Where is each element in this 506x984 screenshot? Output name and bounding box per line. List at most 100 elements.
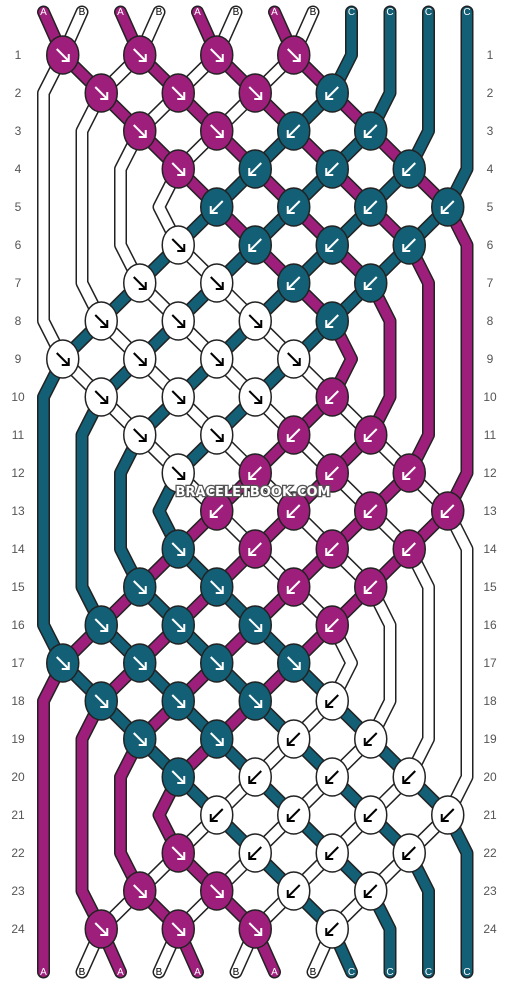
strand-label-top: C (348, 7, 355, 18)
row-number-right: 7 (487, 276, 494, 290)
arrow-down-left-icon (286, 580, 301, 594)
arrow-down-left-icon (402, 846, 416, 860)
strand-label-top: A (271, 7, 278, 18)
arrow-down-left-icon (363, 276, 378, 290)
arrow-down-left-icon (286, 124, 301, 138)
strand-label-top: B (79, 7, 86, 18)
arrow-down-right-icon (94, 694, 109, 708)
arrow-down-right-icon (133, 580, 147, 594)
row-number-right: 13 (483, 504, 497, 518)
knot (392, 833, 426, 873)
row-number-right: 3 (487, 124, 494, 138)
arrow-down-right-icon (287, 48, 301, 62)
knot (123, 339, 157, 379)
row-number-left: 15 (11, 580, 25, 594)
arrow-down-right-icon (133, 352, 147, 366)
knot (431, 491, 465, 531)
knot (238, 605, 272, 645)
knot (161, 833, 195, 873)
knot (277, 415, 311, 455)
arrow-down-left-icon (325, 390, 339, 404)
arrow-down-left-icon (325, 694, 339, 708)
knot (277, 567, 311, 607)
arrow-down-left-icon (248, 162, 262, 176)
arrow-down-left-icon (286, 428, 301, 442)
arrow-down-left-icon (325, 86, 339, 100)
arrow-down-left-icon (248, 542, 262, 556)
knot (392, 225, 426, 265)
row-number-right: 22 (483, 846, 497, 860)
row-number-left: 19 (11, 732, 25, 746)
knot (238, 453, 272, 493)
arrow-down-left-icon (286, 884, 301, 898)
arrow-down-right-icon (171, 846, 186, 860)
row-number-left: 4 (15, 162, 22, 176)
arrow-down-right-icon (210, 884, 224, 898)
row-number-right: 6 (487, 238, 494, 252)
knot-layer (46, 35, 465, 949)
row-number-right: 8 (487, 314, 494, 328)
knot (123, 35, 157, 75)
knot (277, 871, 311, 911)
arrow-down-left-icon (325, 238, 339, 252)
arrow-down-left-icon (440, 200, 455, 214)
arrow-down-right-icon (94, 922, 109, 936)
knot (84, 301, 118, 341)
arrow-down-right-icon (94, 314, 109, 328)
knot (277, 491, 311, 531)
watermark: BRACELETBOOK.COM (176, 485, 331, 500)
knot (315, 301, 349, 341)
knot (354, 871, 388, 911)
knot (277, 795, 311, 835)
row-number-left: 7 (15, 276, 22, 290)
knot (431, 795, 465, 835)
row-number-left: 20 (11, 770, 25, 784)
knot (84, 377, 118, 417)
strand-label-bottom: B (310, 967, 317, 978)
row-number-left: 3 (15, 124, 22, 138)
knot (123, 643, 157, 683)
row-number-left: 12 (11, 466, 25, 480)
knot (161, 149, 195, 189)
knot (161, 605, 195, 645)
row-number-left: 17 (11, 656, 25, 670)
knot (161, 681, 195, 721)
arrow-down-left-icon (325, 846, 339, 860)
strand-label-top: A (117, 7, 124, 18)
strand-label-top: A (194, 7, 201, 18)
strand-label-bottom: A (117, 967, 124, 978)
row-number-right: 12 (483, 466, 497, 480)
arrow-down-left-icon (402, 542, 416, 556)
knot (84, 605, 118, 645)
arrow-down-right-icon (287, 656, 301, 670)
row-number-right: 24 (483, 922, 497, 936)
row-number-left: 1 (15, 48, 22, 62)
knot (200, 643, 234, 683)
arrow-down-right-icon (287, 352, 301, 366)
arrow-down-left-icon (209, 200, 224, 214)
arrow-down-right-icon (248, 618, 263, 632)
knot (123, 111, 157, 151)
knot (46, 339, 80, 379)
knot (238, 301, 272, 341)
arrow-down-left-icon (286, 200, 301, 214)
knot (238, 377, 272, 417)
knot (161, 909, 195, 949)
knot (392, 453, 426, 493)
row-number-left: 6 (15, 238, 22, 252)
row-number-left: 18 (11, 694, 25, 708)
knot (46, 643, 80, 683)
arrow-down-left-icon (286, 732, 301, 746)
knot (238, 833, 272, 873)
knot (315, 225, 349, 265)
arrow-down-right-icon (210, 580, 224, 594)
arrow-down-right-icon (171, 238, 186, 252)
arrow-down-right-icon (248, 314, 263, 328)
knot (392, 149, 426, 189)
row-number-right: 1 (487, 48, 494, 62)
knot (354, 491, 388, 531)
label-layer: 1234567891011121314151617181920212223241… (11, 7, 497, 978)
arrow-down-right-icon (171, 162, 186, 176)
strand-label-bottom: A (271, 967, 278, 978)
strand-label-bottom: B (79, 967, 86, 978)
